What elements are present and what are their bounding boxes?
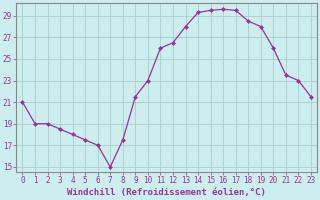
X-axis label: Windchill (Refroidissement éolien,°C): Windchill (Refroidissement éolien,°C) — [67, 188, 266, 197]
